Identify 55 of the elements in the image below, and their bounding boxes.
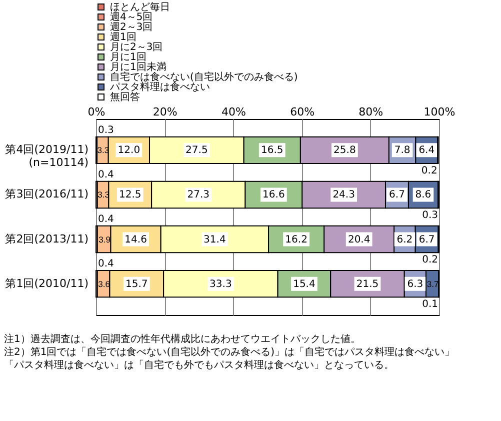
data-label: 27.5	[186, 145, 208, 156]
data-label: 6.7	[389, 190, 405, 201]
data-label: 14.6	[124, 234, 147, 246]
data-label: 16.6	[262, 190, 285, 201]
data-label: 27.3	[187, 190, 210, 201]
y-tick-label: 第1回(2010/11)	[5, 276, 88, 290]
data-label: 0.2	[422, 254, 438, 266]
legend-label: 週1回	[110, 32, 136, 43]
text: 注1）過去調査は、今回調査の性年代構成比にあわせてウエイトバックした値。	[3, 333, 362, 346]
data-label: 8.6	[415, 190, 432, 201]
data-label: 0.1	[422, 299, 438, 310]
legend-label: ほとんど毎日	[110, 1, 170, 13]
legend-label: 自宅では食べない(自宅以外でのみ食べる)	[110, 71, 298, 83]
data-label: 15.7	[126, 278, 148, 290]
data-label: 7.8	[394, 145, 410, 156]
data-label: 15.4	[293, 278, 316, 290]
data-label: 0.4	[98, 169, 114, 180]
data-label: 6.3	[407, 278, 424, 290]
data-label: 21.5	[356, 278, 379, 290]
data-label: 0.2	[421, 166, 438, 177]
data-label: 16.5	[261, 145, 284, 156]
legend-label: 週2～3回	[110, 22, 153, 33]
data-label: 24.3	[332, 190, 355, 201]
data-label: 6.4	[418, 145, 435, 156]
legend-label: 月に1回未満	[110, 61, 166, 73]
legend-label: パスタ料理は食べない	[109, 81, 210, 93]
y-tick-label: 第3回(2016/11)	[5, 188, 88, 201]
legend-label: 月に1回	[110, 52, 146, 63]
legend-label: 週4～5回	[110, 12, 153, 23]
x-tick-label: 60%	[290, 106, 315, 118]
data-label: 16.2	[285, 234, 308, 246]
y-tick-label: 第2回(2013/11)	[5, 232, 88, 246]
text: 「パスタ料理は食べない」は「自宅でも外でもパスタ料理は食べない」となっている。	[3, 359, 395, 372]
data-label: 6.7	[418, 234, 435, 246]
legend-label: 無回答	[110, 91, 140, 103]
data-label: 0.3	[98, 124, 114, 136]
legend-label: 月に2～3回	[110, 42, 163, 53]
x-tick-label: 0%	[88, 106, 106, 118]
y-tick-label: 第4回(2019/11) (n=10114)	[5, 143, 88, 170]
data-label: 20.4	[348, 234, 370, 246]
data-label: 3.9	[98, 234, 111, 244]
data-label: 12.5	[118, 190, 142, 201]
text: 注2）第1回では「自宅では食べない(自宅以外でのみ食べる)」は「自宅ではパスタ料理は食べない」	[3, 346, 456, 359]
x-tick-label: 40%	[221, 106, 246, 118]
data-label: 33.3	[210, 278, 232, 290]
data-label: 25.8	[334, 145, 356, 156]
data-label: 0.4	[98, 258, 114, 270]
data-label: 0.3	[422, 210, 438, 222]
data-label: 31.4	[204, 234, 226, 246]
data-label: 12.0	[118, 145, 140, 156]
data-label: 0.4	[98, 214, 114, 225]
x-tick-label: 20%	[152, 106, 178, 118]
x-tick-label: 100%	[424, 106, 456, 118]
x-tick-label: 80%	[358, 106, 384, 118]
data-label: 6.2	[396, 234, 413, 246]
